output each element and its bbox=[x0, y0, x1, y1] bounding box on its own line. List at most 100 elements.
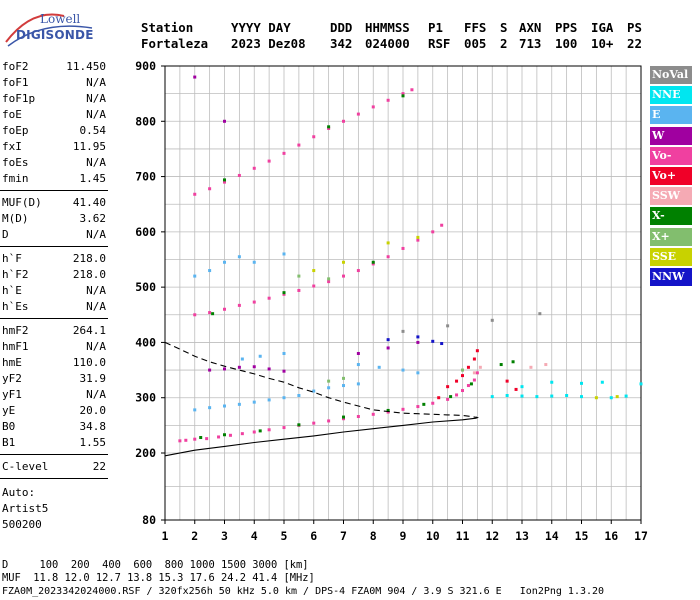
data-point-vo- bbox=[237, 303, 241, 307]
data-point-w bbox=[282, 369, 286, 373]
param-value: 218.0 bbox=[72, 268, 106, 281]
data-point-nne bbox=[535, 395, 539, 399]
param-value: N/A bbox=[86, 284, 106, 297]
param-value: 264.1 bbox=[72, 324, 106, 337]
data-point-e bbox=[282, 351, 286, 355]
model-profile bbox=[164, 341, 478, 419]
param-name: hmF2 bbox=[2, 324, 29, 337]
data-point-vo- bbox=[431, 401, 435, 405]
data-point-vo- bbox=[401, 92, 405, 96]
station-value: Fortaleza bbox=[141, 36, 209, 51]
data-point-nne bbox=[490, 395, 494, 399]
s-value: 2 bbox=[500, 36, 508, 51]
axn-value: 713 bbox=[519, 36, 542, 51]
param-row: h`F2 218.0 bbox=[2, 268, 106, 283]
legend-entry-vo-: Vo+ bbox=[650, 167, 692, 185]
station-label: Station bbox=[141, 20, 194, 35]
x-tick-label: 11 bbox=[456, 529, 470, 543]
y-tick-label: 500 bbox=[135, 280, 156, 294]
data-point-x- bbox=[211, 312, 215, 316]
y-tick-label: 200 bbox=[135, 446, 156, 460]
data-point-vo- bbox=[193, 437, 197, 441]
data-point-e bbox=[223, 260, 226, 264]
param-name: B0 bbox=[2, 420, 16, 433]
data-point-vo- bbox=[240, 432, 244, 436]
param-row: foEs N/A bbox=[2, 156, 106, 171]
data-point-x- bbox=[327, 379, 331, 383]
data-point-vo- bbox=[461, 389, 464, 393]
data-point-noval bbox=[538, 312, 542, 316]
data-point-e bbox=[208, 406, 212, 410]
data-point-vo- bbox=[282, 426, 286, 430]
data-point-vo- bbox=[228, 433, 232, 437]
legend-entry-nne: NNE bbox=[650, 86, 692, 105]
data-point-nnw bbox=[386, 338, 390, 342]
divider bbox=[0, 318, 108, 319]
param-row: yF1 N/A bbox=[2, 388, 106, 403]
param-value: 11.95 bbox=[72, 140, 106, 153]
iga-label: IGA bbox=[591, 20, 614, 35]
param-row: hmF2 264.1 bbox=[2, 324, 106, 339]
param-value: 110.0 bbox=[72, 356, 106, 369]
data-point-e bbox=[297, 394, 301, 398]
data-point-e bbox=[237, 255, 241, 259]
footer-muf-line: MUF 11.8 12.0 12.7 13.8 15.3 17.6 24.2 4… bbox=[2, 572, 315, 584]
data-point-x- bbox=[342, 376, 345, 380]
data-point-vo- bbox=[282, 292, 286, 296]
data-point-nne bbox=[600, 380, 604, 384]
param-row: foF1p N/A bbox=[2, 92, 106, 107]
data-point-x- bbox=[297, 274, 301, 278]
data-point-sse bbox=[342, 260, 345, 264]
data-point-e bbox=[223, 404, 226, 408]
data-point-sse bbox=[615, 395, 619, 399]
param-row: foEp 0.54 bbox=[2, 124, 106, 139]
data-point-x- bbox=[371, 260, 375, 264]
x-tick-label: 6 bbox=[310, 529, 317, 543]
data-point-vo- bbox=[223, 307, 226, 311]
y-tick-label: 80 bbox=[142, 513, 156, 527]
x-tick-label: 3 bbox=[221, 529, 228, 543]
param-row: fmin 1.45 bbox=[2, 172, 106, 187]
legend-entry-ssw: SSW bbox=[650, 187, 692, 206]
x-tick-label: 5 bbox=[281, 529, 288, 543]
auto-label: Auto: bbox=[2, 486, 36, 499]
data-point-nne bbox=[624, 394, 628, 398]
data-point-x- bbox=[449, 395, 453, 399]
divider bbox=[0, 454, 108, 455]
data-point-x- bbox=[386, 408, 390, 412]
data-point-e bbox=[282, 396, 286, 400]
data-point-vo- bbox=[431, 230, 435, 234]
x-tick-label: 7 bbox=[340, 529, 347, 543]
param-row: fxI 11.95 bbox=[2, 140, 106, 155]
data-point-vo- bbox=[440, 223, 444, 227]
data-point-noval bbox=[446, 324, 450, 328]
data-point-nne bbox=[520, 394, 524, 398]
data-point-vo- bbox=[386, 255, 390, 259]
param-name: h`Es bbox=[2, 300, 29, 313]
data-point-vo- bbox=[223, 180, 226, 184]
data-point-vo- bbox=[446, 397, 450, 401]
data-point-vo- bbox=[267, 159, 271, 163]
legend-entry-sse: SSE bbox=[650, 247, 692, 266]
data-point-w bbox=[223, 367, 226, 371]
data-point-nne bbox=[505, 394, 509, 398]
data-point-ssw bbox=[529, 365, 533, 369]
data-point-noval bbox=[401, 329, 405, 333]
data-point-w bbox=[386, 346, 390, 350]
param-value: 1.45 bbox=[79, 172, 107, 185]
y-tick-label: 800 bbox=[135, 114, 156, 128]
param-value: 41.40 bbox=[72, 196, 106, 209]
x-tick-label: 16 bbox=[604, 529, 618, 543]
data-point-sse bbox=[594, 396, 598, 400]
param-name: hmF1 bbox=[2, 340, 29, 353]
param-name: fmin bbox=[2, 172, 29, 185]
data-point-vo- bbox=[386, 410, 390, 414]
iga-value: 10+ bbox=[591, 36, 614, 51]
data-point-vo- bbox=[252, 300, 256, 304]
param-value: 31.9 bbox=[79, 372, 107, 385]
data-point-x- bbox=[282, 291, 286, 295]
param-name: D bbox=[2, 228, 9, 241]
ionogram-chart: 1 2 3 4 5 6 7 8 9 10 11 12 13 14 15 16 17802003004005006… bbox=[135, 59, 648, 543]
data-point-e bbox=[193, 274, 197, 278]
data-point-sse bbox=[312, 269, 316, 273]
